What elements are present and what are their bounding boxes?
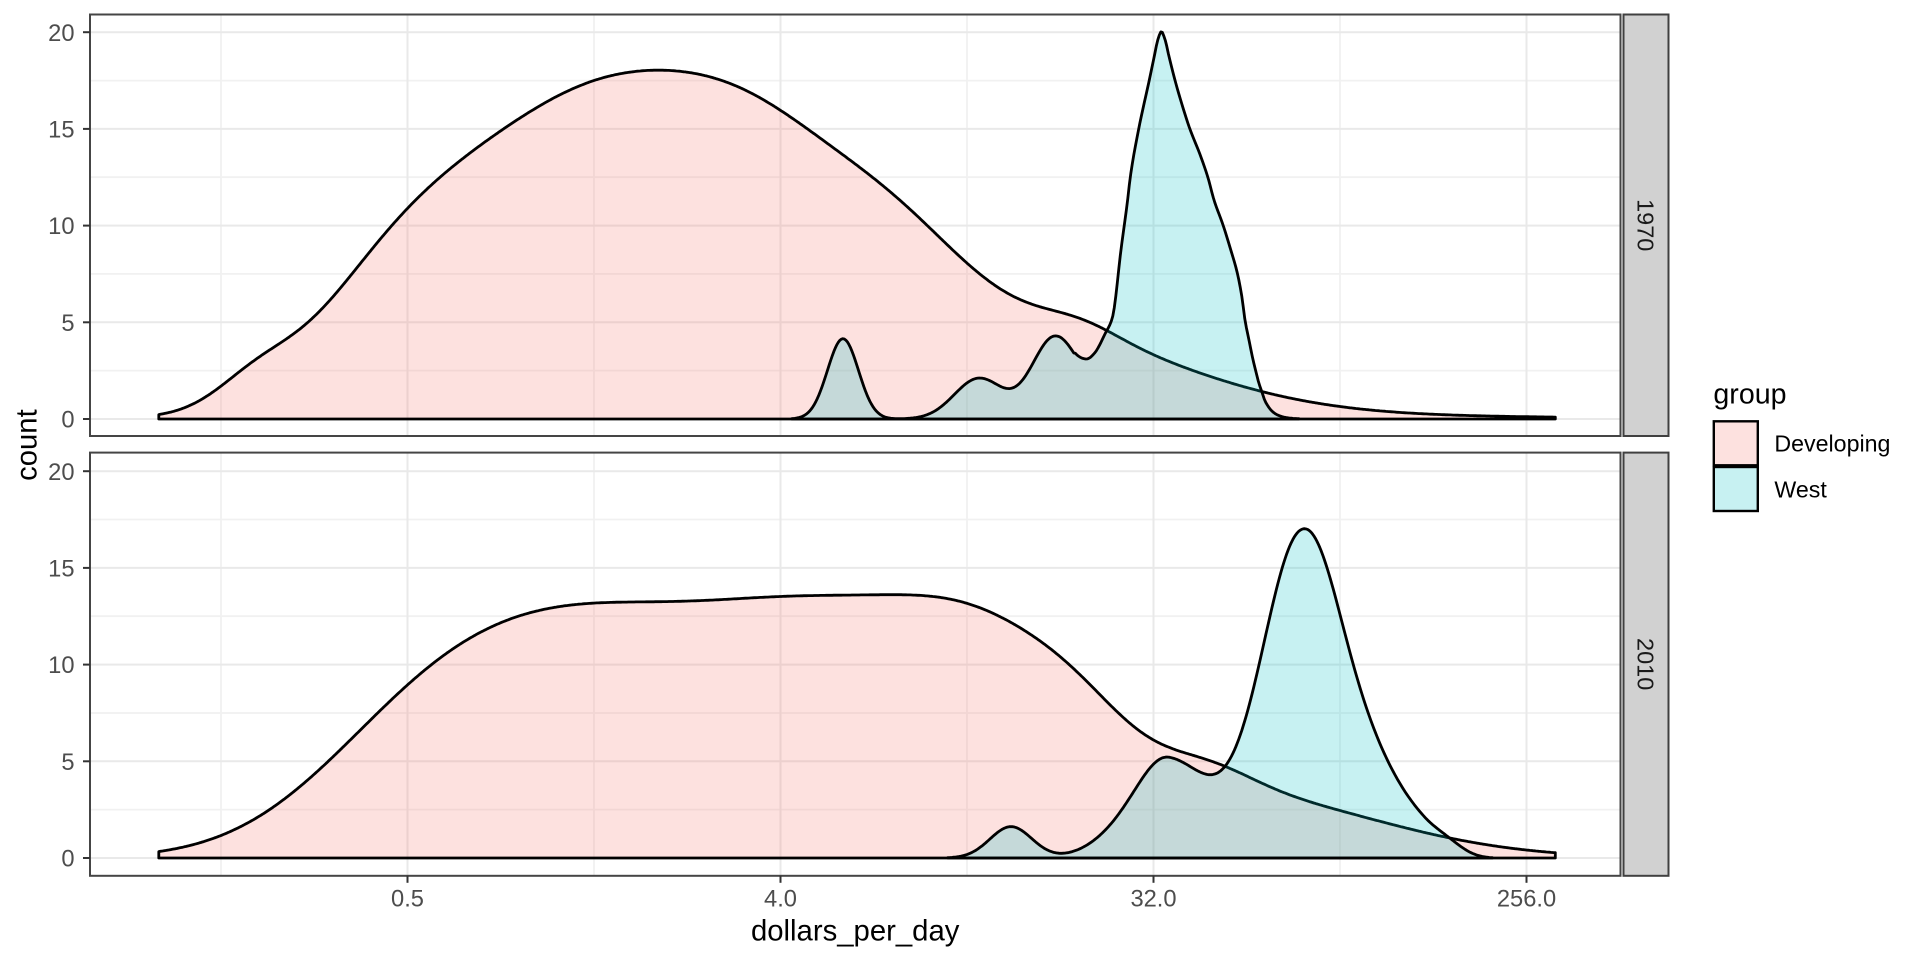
svg-text:5: 5: [61, 750, 74, 776]
svg-text:Developing: Developing: [1774, 431, 1890, 457]
svg-text:20: 20: [48, 460, 74, 486]
svg-text:0: 0: [61, 408, 74, 434]
svg-text:dollars_per_day: dollars_per_day: [751, 915, 960, 948]
svg-text:15: 15: [48, 557, 74, 583]
svg-text:0: 0: [61, 847, 74, 873]
svg-text:West: West: [1774, 476, 1827, 502]
svg-text:256.0: 256.0: [1497, 886, 1556, 912]
svg-text:1970: 1970: [1633, 199, 1659, 251]
svg-text:15: 15: [48, 118, 74, 144]
svg-text:32.0: 32.0: [1130, 886, 1176, 912]
svg-text:2010: 2010: [1633, 638, 1659, 690]
svg-text:0.5: 0.5: [391, 886, 424, 912]
svg-text:5: 5: [61, 311, 74, 337]
svg-text:20: 20: [48, 21, 74, 47]
svg-text:10: 10: [48, 653, 74, 679]
svg-text:count: count: [11, 409, 44, 481]
svg-text:group: group: [1713, 379, 1786, 411]
svg-text:10: 10: [48, 214, 74, 240]
svg-text:4.0: 4.0: [764, 886, 797, 912]
